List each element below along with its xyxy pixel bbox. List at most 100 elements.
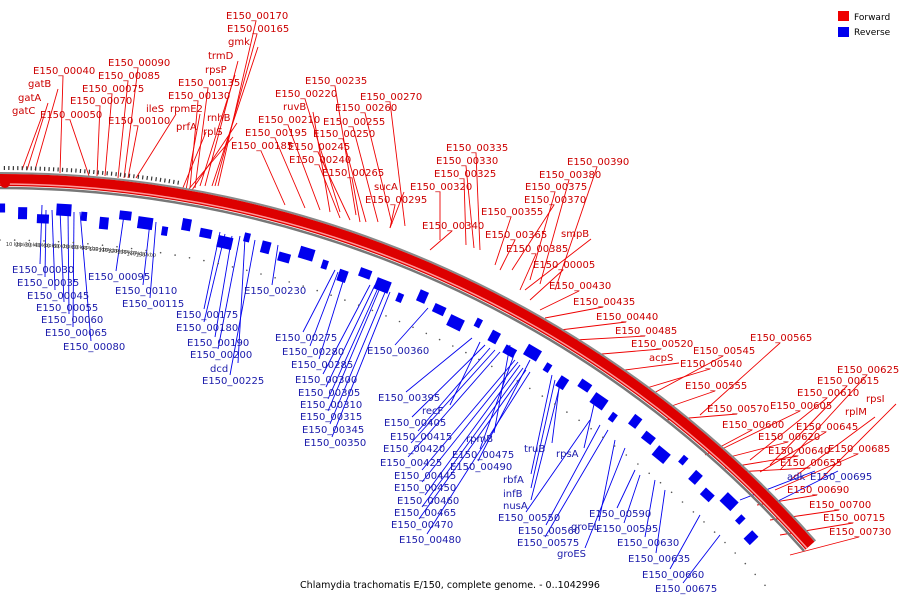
forward-gene-label: E150_00250 (313, 129, 375, 140)
scale-dot (159, 251, 162, 254)
scale-dot (744, 562, 747, 565)
forward-gene-label: E150_00195 (245, 128, 307, 139)
reverse-gene (699, 487, 715, 503)
reverse-leader (237, 237, 246, 364)
reverse-gene-label: infB (503, 489, 523, 500)
reverse-leader (271, 244, 279, 286)
forward-leader (463, 178, 467, 246)
reverse-gene-label: E150_00425 (380, 458, 442, 469)
reverse-gene (160, 226, 169, 237)
scale-dot (0, 239, 1, 241)
scale-dot (503, 372, 506, 375)
reverse-leader (322, 284, 371, 375)
forward-leader (317, 151, 351, 221)
forward-gene-label: E150_00330 (436, 156, 498, 167)
legend-reverse-label: Reverse (854, 28, 891, 38)
ring-tick (150, 176, 153, 181)
reverse-gene (473, 317, 484, 329)
reverse-leader (309, 271, 339, 347)
reverse-gene (216, 235, 234, 250)
reverse-leader (421, 367, 524, 508)
scale-dot (478, 358, 480, 361)
forward-leader (194, 87, 209, 189)
reverse-leader (142, 221, 151, 286)
reverse-gene-label: E150_00405 (384, 418, 446, 429)
reverse-gene (181, 217, 192, 232)
reverse-gene-label: E150_00630 (617, 538, 679, 549)
forward-gene-label: E150_00380 (539, 170, 601, 181)
reverse-gene-label: E150_00480 (399, 535, 461, 546)
reverse-gene (487, 329, 502, 345)
reverse-gene (395, 292, 405, 304)
forward-leader (304, 98, 341, 213)
forward-leader (185, 113, 201, 191)
forward-gene-label: E150_00170 (226, 11, 288, 22)
forward-gene-label: E150_00540 (680, 359, 742, 370)
forward-leader (318, 164, 341, 219)
reverse-gene-label: E150_00465 (394, 508, 456, 519)
forward-leader (26, 102, 49, 171)
scale-dot (659, 481, 662, 484)
reverse-leader (421, 361, 519, 483)
reverse-gene (502, 344, 518, 359)
reverse-gene-label: rpmB (466, 434, 493, 445)
forward-leader (774, 453, 859, 491)
reverse-leader (229, 239, 256, 376)
forward-leader (274, 137, 306, 209)
reverse-gene (136, 216, 154, 231)
forward-leader (529, 191, 556, 281)
forward-gene-label: E150_00440 (596, 312, 658, 323)
reverse-gene-label: E150_00305 (298, 388, 360, 399)
reverse-gene-label: E150_00595 (596, 524, 658, 535)
scale-dot (703, 521, 705, 523)
reverse-gene-label: E150_00460 (397, 496, 459, 507)
forward-leader (260, 150, 286, 206)
forward-leader (429, 230, 453, 251)
scale-tick-label: 80 kbp (72, 245, 89, 251)
scale-dot (43, 240, 45, 242)
reverse-leader (530, 379, 556, 489)
reverse-gene-label: E150_00560 (518, 526, 580, 537)
reverse-gene-label: dcd (210, 364, 228, 375)
scale-dot (648, 472, 650, 475)
forward-leader (819, 403, 897, 481)
forward-gene-label: E150_00385 (506, 244, 568, 255)
reverse-leader (477, 359, 531, 462)
forward-leader (342, 138, 367, 223)
reverse-gene (431, 302, 447, 317)
reverse-leader (115, 214, 125, 272)
reverse-gene-label: E150_00180 (176, 323, 238, 334)
ring-tick (133, 174, 135, 179)
scale-dot (288, 281, 291, 283)
reverse-leader (67, 209, 70, 315)
scale-dot (566, 411, 568, 413)
reverse-leader (479, 351, 516, 450)
reverse-gene (36, 214, 50, 224)
reverse-gene-label: groEL (571, 522, 600, 533)
ring-tick (119, 172, 122, 177)
ring-outer-edge (0, 172, 817, 542)
forward-gene-label: ileS (146, 104, 164, 115)
reverse-gene (607, 411, 618, 423)
reverse-gene (415, 289, 430, 304)
forward-leader (779, 374, 868, 471)
scale-dot (72, 241, 75, 244)
reverse-leader (329, 289, 387, 425)
scale-dot (174, 254, 176, 256)
ring-tick (168, 179, 171, 184)
reverse-gene (17, 207, 28, 220)
forward-gene-label: E150_00605 (770, 401, 832, 412)
reverse-gene (199, 227, 213, 239)
forward-gene-label: E150_00210 (258, 115, 320, 126)
forward-leader (494, 216, 512, 266)
ring-highlight (0, 183, 808, 549)
reverse-gene (243, 232, 251, 243)
ring-tick (159, 177, 162, 182)
forward-gene-label: E150_00005 (533, 260, 595, 271)
reverse-gene-label: E150_00275 (275, 333, 337, 344)
reverse-gene-label: E150_00415 (390, 432, 452, 443)
reverse-gene (297, 245, 316, 262)
forward-gene-label: E150_00700 (809, 500, 871, 511)
forward-gene-label: E150_00370 (524, 195, 586, 206)
forward-leader (191, 122, 238, 191)
